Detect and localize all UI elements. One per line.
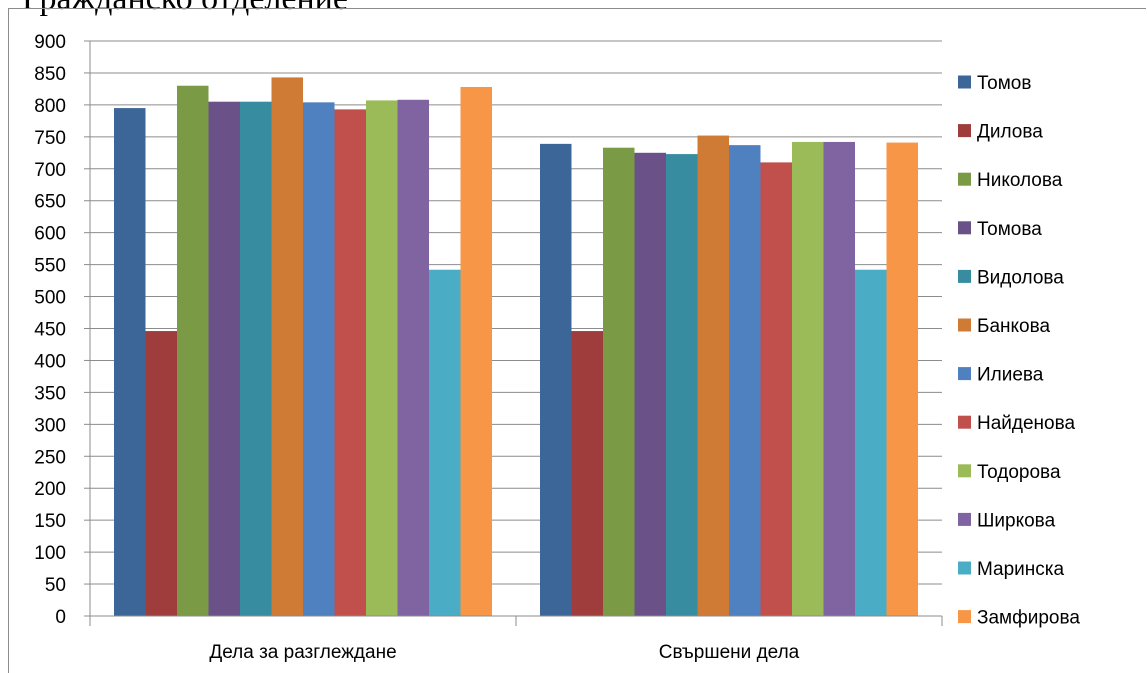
- legend-label: Банкова: [977, 316, 1051, 337]
- y-tick-label: 450: [34, 320, 66, 341]
- legend-swatch: [958, 269, 971, 283]
- legend-label: Тодорова: [977, 462, 1061, 483]
- bar-2-7: [729, 145, 761, 616]
- y-tick-label: 250: [34, 447, 66, 468]
- legend-swatch: [958, 318, 971, 332]
- bars: [114, 77, 918, 617]
- y-tick-label: 350: [34, 383, 66, 404]
- legend-label: Томов: [977, 73, 1031, 94]
- bar-1-2: [145, 331, 177, 616]
- bar-2-11: [855, 269, 887, 616]
- bar-2-5: [666, 154, 698, 617]
- bar-2-12: [886, 142, 918, 617]
- y-tick-label: 300: [34, 415, 66, 436]
- y-tick-label: 0: [55, 607, 66, 628]
- bar-2-9: [792, 141, 824, 616]
- legend-label: Видолова: [977, 267, 1064, 288]
- bar-2-8: [760, 162, 792, 616]
- bar-1-11: [429, 269, 461, 616]
- bar-1-12: [460, 87, 492, 616]
- legend: Томов Дилова Николова Томова Видолова Банкова…: [958, 73, 1080, 629]
- bar-2-1: [540, 143, 572, 616]
- legend-swatch: [958, 415, 971, 429]
- legend-swatch: [958, 512, 971, 526]
- bar-1-1: [114, 108, 146, 616]
- y-tick-label: 800: [34, 96, 66, 117]
- legend-swatch: [958, 464, 971, 478]
- y-tick-label: 550: [34, 256, 66, 277]
- bar-2-6: [697, 135, 729, 617]
- legend-swatch: [958, 124, 971, 138]
- x-category-label: Свършени дела: [659, 642, 800, 663]
- y-tick-label: 850: [34, 64, 66, 85]
- legend-label: Найденова: [977, 413, 1075, 434]
- legend-label: Илиева: [977, 365, 1044, 386]
- y-tick-label: 100: [34, 543, 66, 564]
- legend-label: Дилова: [977, 122, 1043, 143]
- bar-2-3: [603, 147, 635, 616]
- y-tick-label: 500: [34, 288, 66, 309]
- axes: [84, 40, 943, 626]
- legend-swatch: [958, 75, 971, 89]
- bar-1-10: [397, 99, 429, 617]
- legend-label: Замфирова: [977, 608, 1080, 629]
- bar-1-8: [334, 109, 366, 616]
- legend-swatch: [958, 172, 971, 186]
- bar-1-5: [240, 101, 272, 616]
- chart-frame: [8, 8, 1146, 673]
- bar-1-9: [366, 100, 398, 616]
- y-tick-label: 50: [45, 575, 66, 596]
- legend-label: Томова: [977, 219, 1042, 240]
- bar-2-4: [634, 152, 666, 617]
- legend-swatch: [958, 221, 971, 235]
- legend-swatch: [958, 367, 971, 381]
- x-category-label: Дела за разглеждане: [209, 642, 396, 663]
- y-tick-label: 600: [34, 224, 66, 245]
- bar-1-4: [208, 101, 240, 616]
- y-tick-label: 650: [34, 192, 66, 213]
- bar-1-6: [271, 77, 303, 616]
- bar-1-3: [177, 85, 209, 616]
- legend-swatch: [958, 561, 971, 575]
- bar-2-10: [823, 141, 855, 616]
- bar-1-7: [303, 102, 335, 617]
- y-axis-tick-labels: 0 50 100 150 200 250 300 350 400 450 500 550 600 650 7…: [34, 32, 66, 628]
- legend-label: Ширкова: [977, 510, 1056, 531]
- y-tick-label: 900: [34, 32, 66, 53]
- y-tick-label: 150: [34, 511, 66, 532]
- legend-label: Маринска: [977, 559, 1065, 580]
- y-tick-label: 400: [34, 351, 66, 372]
- bar-2-2: [571, 331, 603, 616]
- legend-swatch: [958, 610, 971, 624]
- y-tick-label: 200: [34, 479, 66, 500]
- y-tick-label: 750: [34, 128, 66, 149]
- legend-label: Николова: [977, 170, 1063, 191]
- x-axis-category-labels: Дела за разглеждане Свършени дела: [209, 642, 799, 663]
- y-tick-label: 700: [34, 160, 66, 181]
